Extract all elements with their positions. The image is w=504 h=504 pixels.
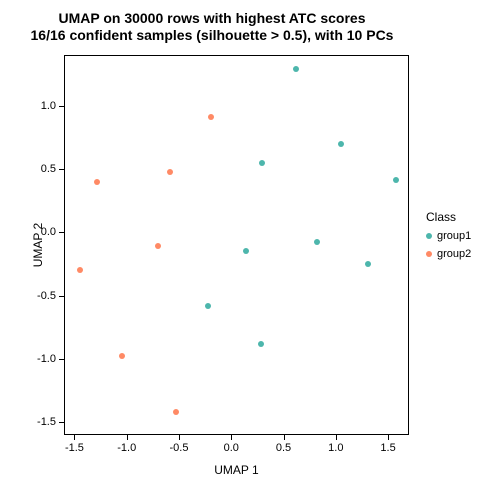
- x-tick: [179, 435, 180, 440]
- plot-area: [64, 55, 409, 435]
- data-point: [243, 248, 249, 254]
- x-axis-label: UMAP 1: [64, 463, 409, 477]
- legend-swatch: [426, 251, 432, 257]
- data-point: [167, 169, 173, 175]
- legend-title: Class: [426, 210, 456, 224]
- x-tick-label: -0.5: [170, 442, 189, 454]
- legend-label: group2: [437, 248, 471, 260]
- data-point: [208, 114, 214, 120]
- x-tick: [231, 435, 232, 440]
- data-point: [119, 353, 125, 359]
- data-point: [94, 179, 100, 185]
- data-point: [338, 141, 344, 147]
- y-tick: [59, 169, 64, 170]
- y-tick: [59, 106, 64, 107]
- data-point: [259, 160, 265, 166]
- legend-label: group1: [437, 230, 471, 242]
- data-point: [173, 409, 179, 415]
- y-tick: [59, 359, 64, 360]
- title-line-2: 16/16 confident samples (silhouette > 0.…: [31, 27, 394, 43]
- y-tick-label: 1.0: [31, 100, 56, 112]
- data-point: [77, 267, 83, 273]
- chart-title: UMAP on 30000 rows with highest ATC scor…: [0, 10, 424, 44]
- data-point: [314, 239, 320, 245]
- x-tick: [74, 435, 75, 440]
- y-tick: [59, 422, 64, 423]
- x-tick: [127, 435, 128, 440]
- data-point: [365, 261, 371, 267]
- x-tick: [284, 435, 285, 440]
- y-tick-label: -1.5: [31, 416, 56, 428]
- x-tick-label: 1.0: [328, 442, 343, 454]
- x-tick-label: 0.0: [224, 442, 239, 454]
- y-tick-label: 0.5: [31, 163, 56, 175]
- data-point: [155, 243, 161, 249]
- y-tick-label: -0.5: [31, 290, 56, 302]
- title-line-1: UMAP on 30000 rows with highest ATC scor…: [58, 10, 365, 26]
- legend-item: group2: [426, 248, 471, 260]
- x-tick-label: 0.5: [276, 442, 291, 454]
- y-tick: [59, 232, 64, 233]
- legend-swatch: [426, 233, 432, 239]
- x-tick-label: -1.5: [65, 442, 84, 454]
- x-tick-label: 1.5: [380, 442, 395, 454]
- x-tick: [388, 435, 389, 440]
- data-point: [205, 303, 211, 309]
- x-tick-label: -1.0: [117, 442, 136, 454]
- umap-scatter-chart: UMAP on 30000 rows with highest ATC scor…: [0, 0, 504, 504]
- y-tick-label: 0.0: [31, 226, 56, 238]
- data-point: [293, 66, 299, 72]
- data-point: [258, 341, 264, 347]
- data-point: [393, 177, 399, 183]
- y-tick-label: -1.0: [31, 353, 56, 365]
- y-tick: [59, 296, 64, 297]
- x-tick: [336, 435, 337, 440]
- legend-item: group1: [426, 230, 471, 242]
